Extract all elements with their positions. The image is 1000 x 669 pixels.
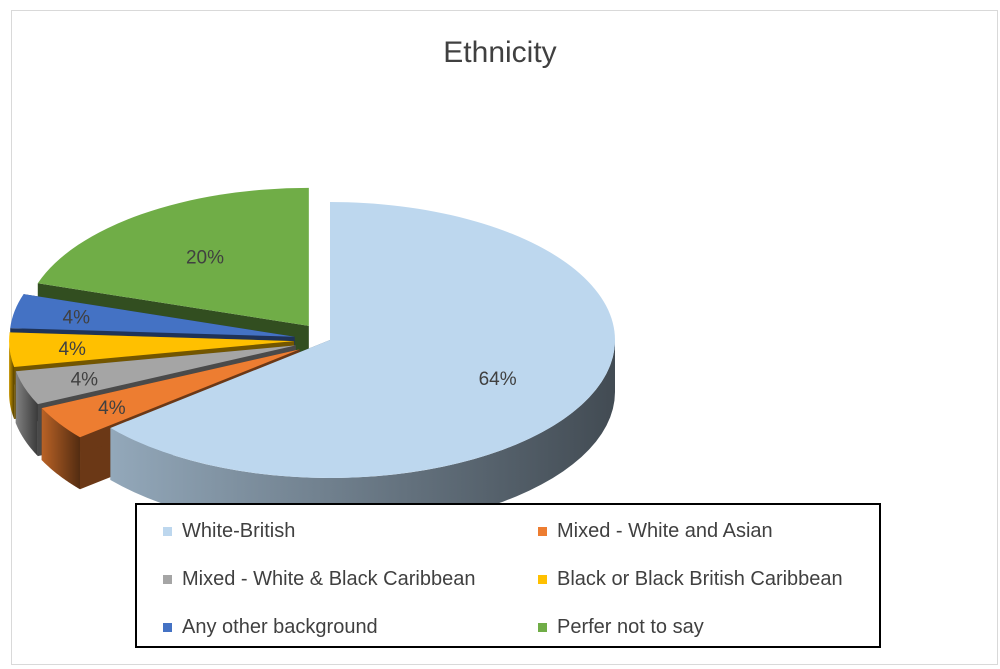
legend-item-mixed-white-black-caribbean: Mixed - White & Black Caribbean [163, 568, 475, 591]
legend-swatch [538, 527, 547, 536]
legend-label: Mixed - White & Black Caribbean [182, 568, 476, 590]
data-label-mixed-white-and-asian: 4% [98, 398, 126, 419]
legend-label: Mixed - White and Asian [557, 520, 773, 542]
data-label-any-other-background: 4% [63, 308, 91, 329]
pie-slice-top-any-other-background [10, 294, 295, 337]
data-label-black-or-black-british-caribbean: 4% [58, 339, 86, 360]
pie-slice-top-black-or-black-british-caribbean [9, 332, 295, 367]
pie-slice-outer-wall [9, 341, 15, 419]
pie-slice-top-white-british [110, 202, 615, 478]
legend-label: Black or Black British Caribbean [557, 568, 843, 590]
data-label-mixed-white-black-caribbean: 4% [71, 370, 99, 391]
legend-swatch [163, 575, 172, 584]
data-label-white-british: 64% [479, 369, 517, 390]
pie-top-faces [9, 187, 615, 478]
legend-item-any-other-background: Any other background [163, 616, 378, 639]
pie-slice-top-perfer-not-to-say [37, 187, 309, 326]
legend-item-mixed-white-and-asian: Mixed - White and Asian [538, 520, 773, 543]
legend-item-white-british: White-British [163, 520, 295, 543]
pie-slice-outer-wall [41, 408, 81, 490]
pie-slice-outer-wall [110, 340, 616, 530]
legend-item-black-or-black-british-caribbean: Black or Black British Caribbean [538, 568, 843, 591]
pie-slice-top-mixed-white-and-asian [41, 349, 300, 438]
legend-swatch [163, 623, 172, 632]
chart-legend: White-British Mixed - White and Asian Mixe… [135, 503, 881, 648]
legend-swatch [538, 575, 547, 584]
legend-label: Perfer not to say [557, 616, 704, 638]
pie-slice-outer-wall [15, 371, 38, 457]
data-labels: 64% 4% 4% 4% 4% 20% [58, 248, 516, 419]
legend-label: Any other background [182, 616, 378, 638]
data-label-perfer-not-to-say: 20% [186, 248, 224, 269]
pie-slice-top-mixed-white-black-caribbean [15, 345, 296, 405]
legend-swatch [163, 527, 172, 536]
legend-label: White-British [182, 520, 296, 542]
legend-swatch [538, 623, 547, 632]
legend-item-perfer-not-to-say: Perfer not to say [538, 616, 704, 639]
chart-title: Ethnicity [443, 36, 557, 69]
